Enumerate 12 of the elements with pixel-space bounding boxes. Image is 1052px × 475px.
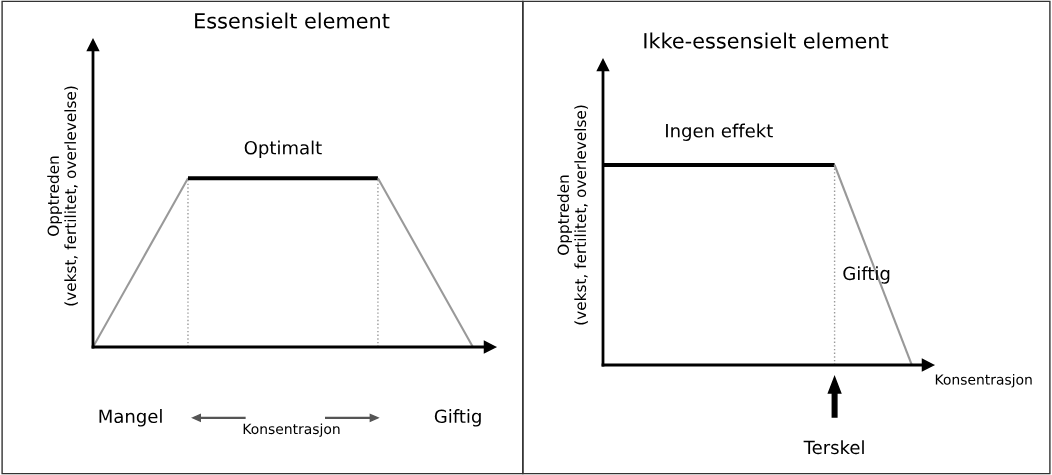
annotation: Giftig [843, 266, 890, 284]
y-axis-title: Opptreden (vekst, fertilitet, overlevelse) [47, 86, 78, 306]
chart-title: Ikke-essensielt element [644, 32, 889, 49]
text: Terskel [803, 440, 864, 455]
x-axis-title: Konsentrasjon [243, 423, 340, 437]
text: Optimalt [244, 140, 322, 159]
chart-title: Essensielt element [195, 12, 390, 29]
text: Ingen effekt [666, 123, 773, 141]
x-axis-title: Konsentrasjon [935, 374, 1032, 388]
y-axis-title: Opptreden (vekst, fertilitet, overlevelse) [557, 105, 588, 325]
text: Giftig [434, 409, 481, 427]
text: Mangel [99, 409, 162, 427]
